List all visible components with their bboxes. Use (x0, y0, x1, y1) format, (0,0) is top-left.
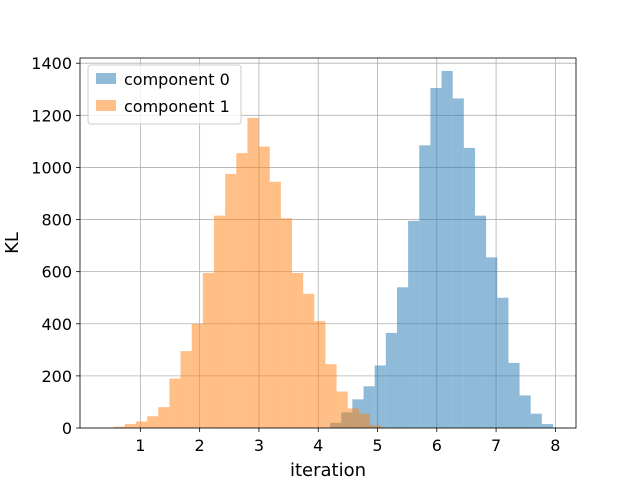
x-tick-label: 4 (313, 436, 323, 455)
histogram-bar (530, 413, 542, 428)
histogram-bar (363, 386, 375, 428)
histogram-bar (508, 362, 520, 428)
y-tick-label: 1400 (31, 54, 72, 73)
plot-frame (79, 57, 577, 429)
histogram-bar (486, 257, 498, 428)
x-tick-label: 1 (135, 436, 145, 455)
y-tick-label: 800 (41, 211, 72, 230)
y-tick-label: 400 (41, 315, 72, 334)
histogram-bar (202, 272, 214, 428)
legend-label-component-1: component 1 (124, 97, 230, 116)
histogram-bar (541, 424, 553, 428)
histogram-bar (452, 98, 464, 428)
legend-box (87, 64, 242, 125)
histogram-bar (347, 408, 359, 428)
histogram-bar (124, 424, 136, 428)
histogram-bar (519, 395, 531, 428)
histogram-bar (258, 146, 270, 428)
histogram-bar (280, 218, 293, 428)
histogram-bar (135, 421, 148, 428)
axis-ticks: 1 2 3 4 5 6 7 8 0 200 400 600 800 1000 1200 1400 (31, 54, 560, 455)
histogram-bar (314, 321, 326, 428)
histogram-bar (374, 365, 386, 428)
histogram-bar (474, 215, 487, 428)
series-component-0 (330, 71, 565, 429)
histogram-bar (441, 71, 453, 428)
x-tick-label: 6 (432, 436, 442, 455)
histogram-bar (225, 173, 237, 428)
histogram-bar (147, 416, 159, 428)
x-tick-label: 2 (195, 436, 205, 455)
y-tick-label: 1200 (31, 106, 72, 125)
histogram-bar (370, 425, 382, 428)
histogram-bar (169, 378, 181, 428)
x-tick-label: 5 (372, 436, 382, 455)
y-tick-label: 1000 (31, 158, 72, 177)
legend-label-component-0: component 0 (124, 70, 230, 89)
x-axis-label: iteration (290, 460, 366, 480)
histogram-bar (113, 426, 125, 428)
x-tick-label: 7 (491, 436, 501, 455)
y-tick-label: 600 (41, 263, 72, 282)
histogram-bar (158, 407, 170, 428)
histogram-bar (463, 147, 475, 429)
histogram-bar (497, 297, 509, 428)
histogram-bar (303, 293, 315, 428)
legend: component 0 component 1 (87, 64, 242, 125)
y-tick-label: 0 (62, 419, 72, 438)
histogram-bar (396, 287, 409, 428)
x-tick-label: 8 (550, 436, 560, 455)
histogram-bar (191, 323, 203, 428)
histogram-bar (325, 364, 337, 428)
histogram-bar (292, 272, 304, 428)
histogram-bar (213, 215, 226, 428)
histogram-bar (408, 220, 420, 428)
y-tick-label: 200 (41, 367, 72, 386)
histogram-bar (236, 153, 248, 428)
histogram-bar (358, 413, 371, 428)
histogram-bar (430, 87, 442, 429)
legend-swatch-component-0 (96, 73, 116, 84)
histogram-bars (113, 71, 565, 429)
series-component-1 (113, 117, 382, 429)
histogram-bar (269, 181, 281, 428)
histogram-bar (247, 117, 259, 429)
legend-swatch-component-1 (96, 100, 116, 111)
x-tick-label: 3 (254, 436, 264, 455)
histogram-bar (385, 332, 397, 428)
histogram-bar (180, 351, 192, 428)
y-axis-label: KL (2, 232, 23, 254)
histogram-bar (419, 145, 431, 428)
histogram-bar (336, 391, 348, 428)
